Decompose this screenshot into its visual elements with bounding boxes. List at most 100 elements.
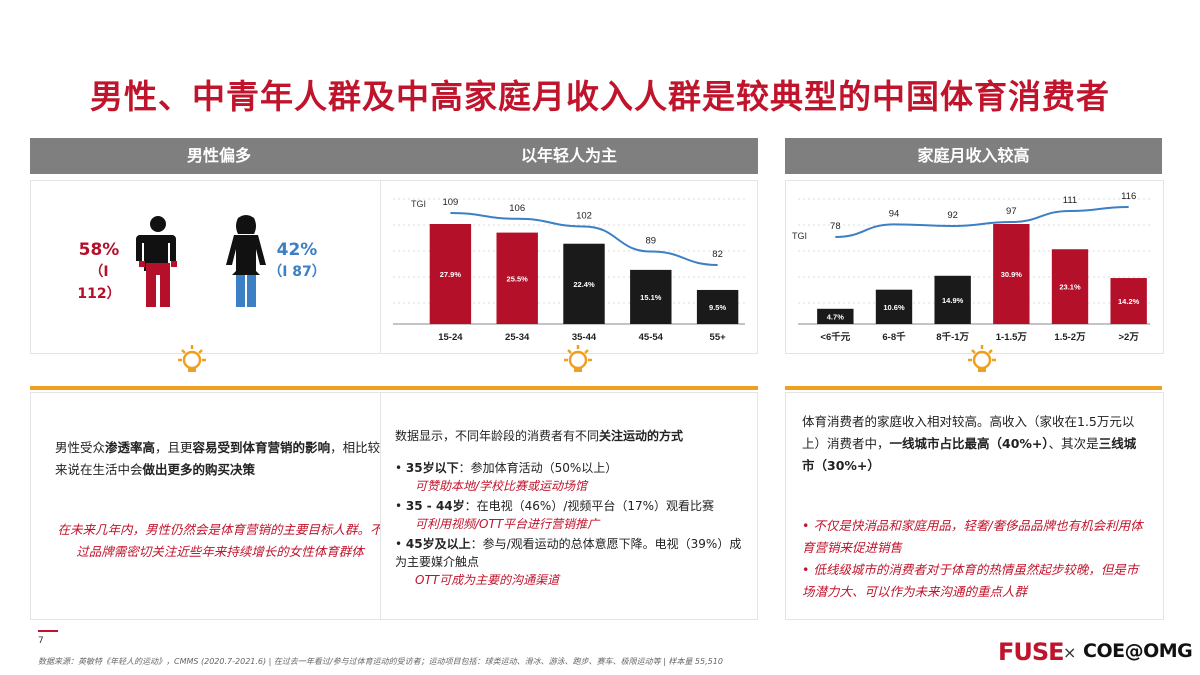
text-segment: 一线城市占比最高（40%+） bbox=[889, 436, 1049, 451]
times-sign: × bbox=[1063, 643, 1077, 662]
bar-value-label: 9.5% bbox=[709, 303, 726, 312]
bar bbox=[496, 232, 538, 324]
female-stat: 42% （I 87） bbox=[267, 239, 327, 283]
income-chart: TGI 4.7% <6千元 10.6% 6-8千 14.9% 8千-1万 30.9% 1-1.5… bbox=[792, 191, 1150, 343]
source-note: 数据来源：英敏特《年轻人的运动》，CMMS (2020.7-2021.6) | … bbox=[38, 657, 723, 666]
bar-value-label: 10.6% bbox=[883, 303, 905, 312]
text-segment: 35 - 44岁 bbox=[405, 499, 465, 513]
category-label: 15-24 bbox=[438, 332, 463, 343]
text-segment: 男性受众 bbox=[55, 440, 106, 455]
gender-insight: 在未来几年内，男性仍然会是体育营销的主要目标人群。不过品牌需密切关注近些年来持续… bbox=[57, 522, 383, 559]
tgi-value-label: 102 bbox=[576, 210, 592, 221]
tgi-line bbox=[450, 212, 718, 266]
bar bbox=[429, 224, 472, 324]
text-segment: 渗透率高 bbox=[105, 440, 156, 455]
bar bbox=[934, 275, 971, 324]
income-chart-box: TGI 4.7% <6千元 10.6% 6-8千 14.9% 8千-1万 30.9% 1-1.5… bbox=[785, 180, 1164, 354]
male-percent: 58% bbox=[78, 240, 120, 260]
bullet-item: • 45岁及以上：参与/观看运动的总体意愿下降。电视（39%）成为主要媒介触点 … bbox=[395, 535, 745, 589]
tgi-label: TGI bbox=[792, 231, 807, 241]
panel-age: 以年轻人为主 bbox=[380, 138, 758, 174]
category-label: 8千-1万 bbox=[936, 331, 969, 343]
text-segment: 容易受到体育营销的影 bbox=[192, 440, 318, 455]
bar-value-label: 4.7% bbox=[827, 312, 844, 321]
text-segment: ，相比较来说在生活中会 bbox=[55, 440, 381, 477]
male-person-icon bbox=[136, 216, 177, 307]
text-segment: ，且更 bbox=[155, 440, 193, 455]
category-label: 1.5-2万 bbox=[1054, 332, 1086, 343]
text-segment: 不仅是快消品和家庭用品，轻奢/奢侈品品牌也有机会利用体育营销来促进销售 bbox=[802, 518, 1143, 555]
lightbulb-icon bbox=[968, 345, 996, 372]
text-segment: 做出更多的购买决策 bbox=[142, 462, 256, 477]
fuse-logo: FUSE bbox=[998, 638, 1065, 666]
tgi-value-label: 109 bbox=[442, 197, 458, 208]
tgi-value-label: 97 bbox=[1006, 206, 1017, 217]
tgi-value-label: 106 bbox=[509, 203, 525, 214]
panel-header-gender: 男性偏多 bbox=[30, 138, 408, 174]
income-bullets: • 不仅是快消品和家庭用品，轻奢/奢侈品品牌也有机会利用体育营销来促进销售 • … bbox=[802, 515, 1148, 603]
bullet-item: • 35 - 44岁：在电视（46%）/视频平台（17%）观看比赛 可利用视频/… bbox=[395, 497, 745, 533]
tgi-value-label: 116 bbox=[1121, 191, 1136, 202]
tgi-value-label: 94 bbox=[889, 208, 900, 219]
tgi-label: TGI bbox=[411, 199, 426, 209]
gender-summary: 男性受众渗透率高，且更容易受到体育营销的影响，相比较来说在生活中会做出更多的购买… bbox=[55, 437, 385, 481]
male-stat: 58% （I 112） bbox=[69, 239, 129, 305]
bar bbox=[817, 308, 854, 324]
text-segment: 、其次是 bbox=[1048, 436, 1099, 451]
tgi-value-label: 89 bbox=[646, 236, 657, 247]
text-segment: ：参加体育活动（50%以上） bbox=[458, 461, 618, 475]
bar bbox=[875, 289, 913, 324]
female-tgi: （I 87） bbox=[268, 264, 326, 280]
bullet-item: • 不仅是快消品和家庭用品，轻奢/奢侈品品牌也有机会利用体育营销来促进销售 bbox=[802, 518, 1143, 555]
coe-omg-logo: COE@OMG bbox=[1083, 640, 1193, 662]
panel-gender: 男性偏多 bbox=[30, 138, 408, 174]
category-label: 1-1.5万 bbox=[996, 332, 1028, 343]
age-chart: TGI 27.9% 15-24 25.5% 25-34 22.4% 35-44 15.1% 45… bbox=[393, 197, 745, 343]
divider-line bbox=[785, 386, 1162, 390]
bar-value-label: 14.2% bbox=[1118, 297, 1140, 306]
bar bbox=[630, 269, 672, 324]
divider-line bbox=[380, 386, 758, 390]
gender-text-box: 男性受众渗透率高，且更容易受到体育营销的影响，相比较来说在生活中会做出更多的购买… bbox=[30, 392, 408, 620]
text-segment: ：参与/观看运动的总体意愿下降。电视（39%）成为主要媒介触点 bbox=[395, 537, 742, 569]
female-percent: 42% bbox=[276, 240, 318, 260]
bar bbox=[1051, 249, 1089, 324]
category-label: >2万 bbox=[1118, 332, 1139, 343]
bullet-insight: 可利用视频/OTT平台进行营销推广 bbox=[415, 517, 600, 531]
category-label: 45-54 bbox=[639, 332, 664, 343]
age-bullets: • 35岁以下：参加体育活动（50%以上） 可赞助本地/学校比赛或运动场馆 • … bbox=[395, 459, 745, 589]
bar-value-label: 22.4% bbox=[573, 280, 595, 289]
text-segment: 响 bbox=[317, 440, 331, 455]
bar-value-label: 30.9% bbox=[1001, 270, 1023, 279]
bar-value-label: 15.1% bbox=[640, 293, 662, 302]
bullet-item: • 低线级城市的消费者对于体育的热情虽然起步较晚，但是市场潜力大、可以作为未来沟… bbox=[802, 562, 1139, 599]
age-chart-box: TGI 27.9% 15-24 25.5% 25-34 22.4% 35-44 15.1% 45… bbox=[380, 180, 758, 354]
bullet-insight: OTT可成为主要的沟通渠道 bbox=[415, 573, 560, 587]
text-segment: 35岁以下 bbox=[405, 461, 459, 475]
bar-value-label: 25.5% bbox=[507, 274, 529, 283]
income-intro: 体育消费者的家庭收入相对较高。高收入（家收在1.5万元以上）消费者中，一线城市占… bbox=[802, 411, 1148, 477]
lightbulb-icon bbox=[564, 345, 592, 372]
age-intro: 数据显示，不同年龄段的消费者有不同关注运动的方式 bbox=[395, 427, 745, 445]
panel-header-age: 以年轻人为主 bbox=[380, 138, 758, 174]
tgi-value-label: 82 bbox=[712, 249, 723, 260]
bar-value-label: 23.1% bbox=[1059, 283, 1081, 292]
text-segment: 45岁及以上 bbox=[405, 537, 471, 551]
category-label: 25-34 bbox=[505, 332, 530, 343]
category-label: <6千元 bbox=[820, 331, 850, 343]
panel-header-income: 家庭月收入较高 bbox=[785, 138, 1162, 174]
lightbulb-icon bbox=[178, 345, 206, 372]
tgi-value-label: 92 bbox=[947, 210, 958, 221]
text-segment: 体育消费者的家庭收入相对较高。高收入（家收在1.5万元以上）消费者中， bbox=[802, 414, 1135, 451]
income-text-box: 体育消费者的家庭收入相对较高。高收入（家收在1.5万元以上）消费者中，一线城市占… bbox=[785, 392, 1164, 620]
category-label: 55+ bbox=[710, 332, 727, 343]
text-segment: 三线城市（30%+） bbox=[802, 436, 1137, 473]
page-number: 7 bbox=[38, 636, 44, 646]
footer-accent-line bbox=[38, 630, 58, 632]
bar-value-label: 27.9% bbox=[440, 270, 462, 279]
age-text-box: 数据显示，不同年龄段的消费者有不同关注运动的方式 • 35岁以下：参加体育活动（… bbox=[380, 392, 758, 620]
text-segment: 数据显示，不同年龄段的消费者有不同 bbox=[395, 429, 600, 443]
text-segment: ：在电视（46%）/视频平台（17%）观看比赛 bbox=[464, 499, 715, 513]
bar-value-label: 14.9% bbox=[942, 296, 964, 305]
bullet-item: • 35岁以下：参加体育活动（50%以上） 可赞助本地/学校比赛或运动场馆 bbox=[395, 459, 745, 495]
